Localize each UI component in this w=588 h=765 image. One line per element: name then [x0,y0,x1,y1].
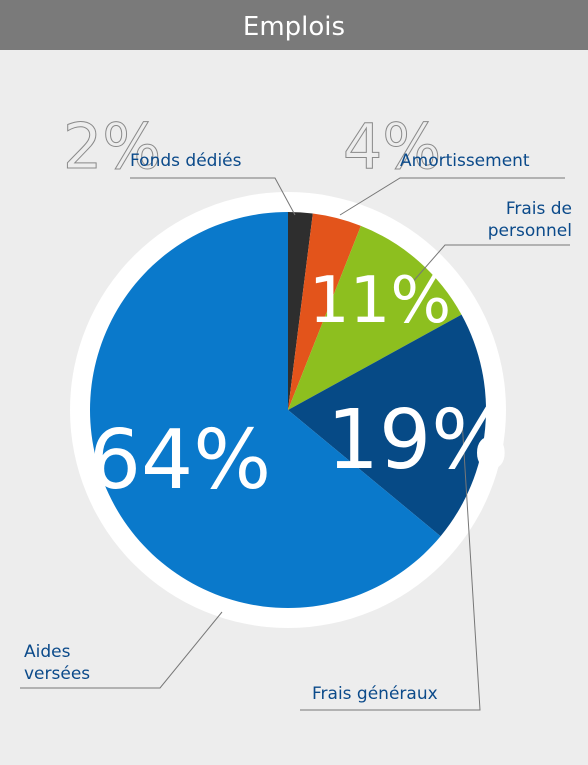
leader-line [20,611,223,689]
pie [89,212,486,608]
category-label: Aides versées [24,642,91,684]
pie-slice [288,225,462,410]
category-label: Frais généraux [312,684,438,704]
pie-slice [288,212,313,410]
percent-labels: 2% 4% 11% 19% 64% [62,110,509,509]
chart-title: Emplois [243,12,345,42]
percent-label: 4% [343,110,441,183]
pie-slice [89,212,441,608]
leader-lines [20,177,570,711]
percent-label: 11% [309,264,451,338]
leader-line [409,244,570,286]
percent-label: 64% [89,413,271,508]
category-label: Fonds dédiés [130,151,242,171]
percent-label: 19% [327,393,509,488]
category-label: Amortissement [400,151,530,171]
leader-line [300,419,481,711]
percent-label: 2% [63,110,161,183]
header-bar [0,0,588,50]
pie-slice [288,314,486,537]
pie-slice [288,213,361,410]
leader-line [130,177,296,216]
leader-line [339,177,565,216]
category-label: Frais de personnel [487,199,572,241]
